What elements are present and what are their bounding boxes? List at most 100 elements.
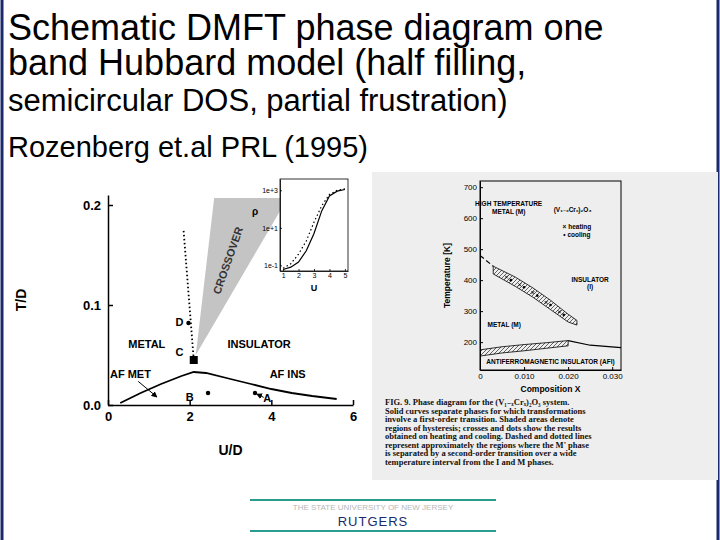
tick-mark xyxy=(314,269,315,271)
tick-mark xyxy=(108,305,113,307)
tick-label: 0.010 xyxy=(515,372,536,381)
arrow xyxy=(257,394,264,397)
point xyxy=(562,314,565,317)
point xyxy=(531,291,534,294)
annotation: • cooling xyxy=(563,231,590,239)
chart: Uρ123451e-11e+11e+3 xyxy=(252,179,349,293)
point xyxy=(505,276,508,279)
point xyxy=(549,304,552,307)
annotation: HIGH TEMPERATURE xyxy=(475,200,543,207)
footer-university: THE STATE UNIVERSITY OF NEW JERSEY xyxy=(293,503,454,512)
tick: 1e+3 xyxy=(262,187,282,194)
tick: 300 xyxy=(464,307,483,316)
tick: 1e-1 xyxy=(264,262,282,269)
tick-label: 0.1 xyxy=(83,298,101,313)
footer-rule xyxy=(250,530,496,532)
point xyxy=(186,321,190,325)
tick-mark xyxy=(480,342,483,343)
line xyxy=(184,230,194,360)
tick-label: 0.030 xyxy=(603,372,624,381)
tick: 1 xyxy=(282,269,286,279)
tick: 0.030 xyxy=(603,367,624,381)
tick: 0.010 xyxy=(515,367,536,381)
area xyxy=(196,198,288,355)
tick: 4 xyxy=(268,400,276,424)
tick-mark xyxy=(568,367,569,370)
tick-mark xyxy=(345,269,346,271)
title-line: band Hubbard model (half filling, xyxy=(8,42,526,83)
tick-label: 2 xyxy=(297,272,301,279)
annotation: METAL (M) xyxy=(492,208,525,216)
y-axis-title: Temperature [K] xyxy=(442,243,452,308)
tick-label: 6 xyxy=(350,409,357,424)
caption-line: temperature interval from the I and M ph… xyxy=(385,457,554,467)
annotation: INSULATOR xyxy=(228,338,291,350)
axis-line xyxy=(280,180,281,272)
point xyxy=(510,279,513,282)
hysteresis-band xyxy=(480,341,568,356)
tick-label: 2 xyxy=(187,409,194,424)
plot-area xyxy=(283,189,345,270)
plot-area xyxy=(480,255,621,356)
tick-mark xyxy=(480,249,483,250)
tick-mark xyxy=(480,280,483,281)
tick-label: 5 xyxy=(343,272,347,279)
line xyxy=(283,190,345,270)
tick: 1e+1 xyxy=(262,225,282,232)
tick-mark xyxy=(280,228,282,229)
tick: 0.1 xyxy=(83,298,113,313)
tick: 0.020 xyxy=(559,367,580,381)
tick-label: 1e-1 xyxy=(264,262,278,269)
point xyxy=(518,283,521,286)
annotation: C xyxy=(175,346,183,358)
border xyxy=(1,0,4,540)
x-axis: 1 2 3 4 5 xyxy=(281,269,349,279)
axis-line xyxy=(109,405,354,407)
x-axis: 0 2 4 6 xyxy=(105,400,357,424)
tick: 400 xyxy=(464,276,483,285)
annotation: ANTIFERROMAGNETIC INSULATOR (AFI) xyxy=(486,358,614,366)
tick: 5 xyxy=(343,269,347,279)
tick-mark xyxy=(299,269,300,271)
tick: 0.2 xyxy=(83,198,113,213)
tick: 600 xyxy=(464,214,483,223)
tick-label: 300 xyxy=(464,307,478,316)
tick: 2 xyxy=(297,269,301,279)
axis-line xyxy=(108,196,110,406)
point xyxy=(523,286,526,289)
tick-label: 1e+3 xyxy=(262,187,278,194)
y-axis-title: ρ xyxy=(252,206,258,217)
point xyxy=(190,356,198,364)
annotation: D xyxy=(175,316,183,328)
annotation: METAL xyxy=(128,338,165,350)
tick-mark xyxy=(189,400,191,405)
tick-label: 3 xyxy=(313,272,317,279)
tick-mark xyxy=(329,269,330,271)
annotation: (V₁₋ₓCrₓ)₂O₃ xyxy=(554,206,592,214)
tick-label: 0.020 xyxy=(559,372,580,381)
point xyxy=(253,391,257,395)
point xyxy=(206,391,210,395)
tick: 6 xyxy=(350,400,357,424)
labels: Composition XTemperature [K]HIGH TEMPERA… xyxy=(385,200,615,467)
tick: 4 xyxy=(328,269,332,279)
background xyxy=(0,0,720,540)
tick-label: 0 xyxy=(105,409,112,424)
tick-label: 4 xyxy=(328,272,332,279)
point xyxy=(558,310,561,313)
annotation: AF MET xyxy=(110,368,151,380)
y-axis: 1e-1 1e+1 1e+3 xyxy=(262,180,282,272)
tick-mark xyxy=(353,400,355,405)
tick-label: 700 xyxy=(464,183,478,192)
tick: 500 xyxy=(464,245,483,254)
page: Schematic DMFT phase diagram oneband Hub… xyxy=(0,0,720,540)
chart: Composition XTemperature [K]HIGH TEMPERA… xyxy=(372,172,718,480)
tick-label: 600 xyxy=(464,214,478,223)
point xyxy=(545,301,548,304)
tick: 200 xyxy=(464,338,483,347)
tick-label: 1e+1 xyxy=(262,225,278,232)
tick-mark xyxy=(480,187,483,188)
title-line: Rozenberg et.al PRL (1995) xyxy=(8,131,368,163)
tick-label: 0.2 xyxy=(83,198,101,213)
tick: 2 xyxy=(187,400,194,424)
